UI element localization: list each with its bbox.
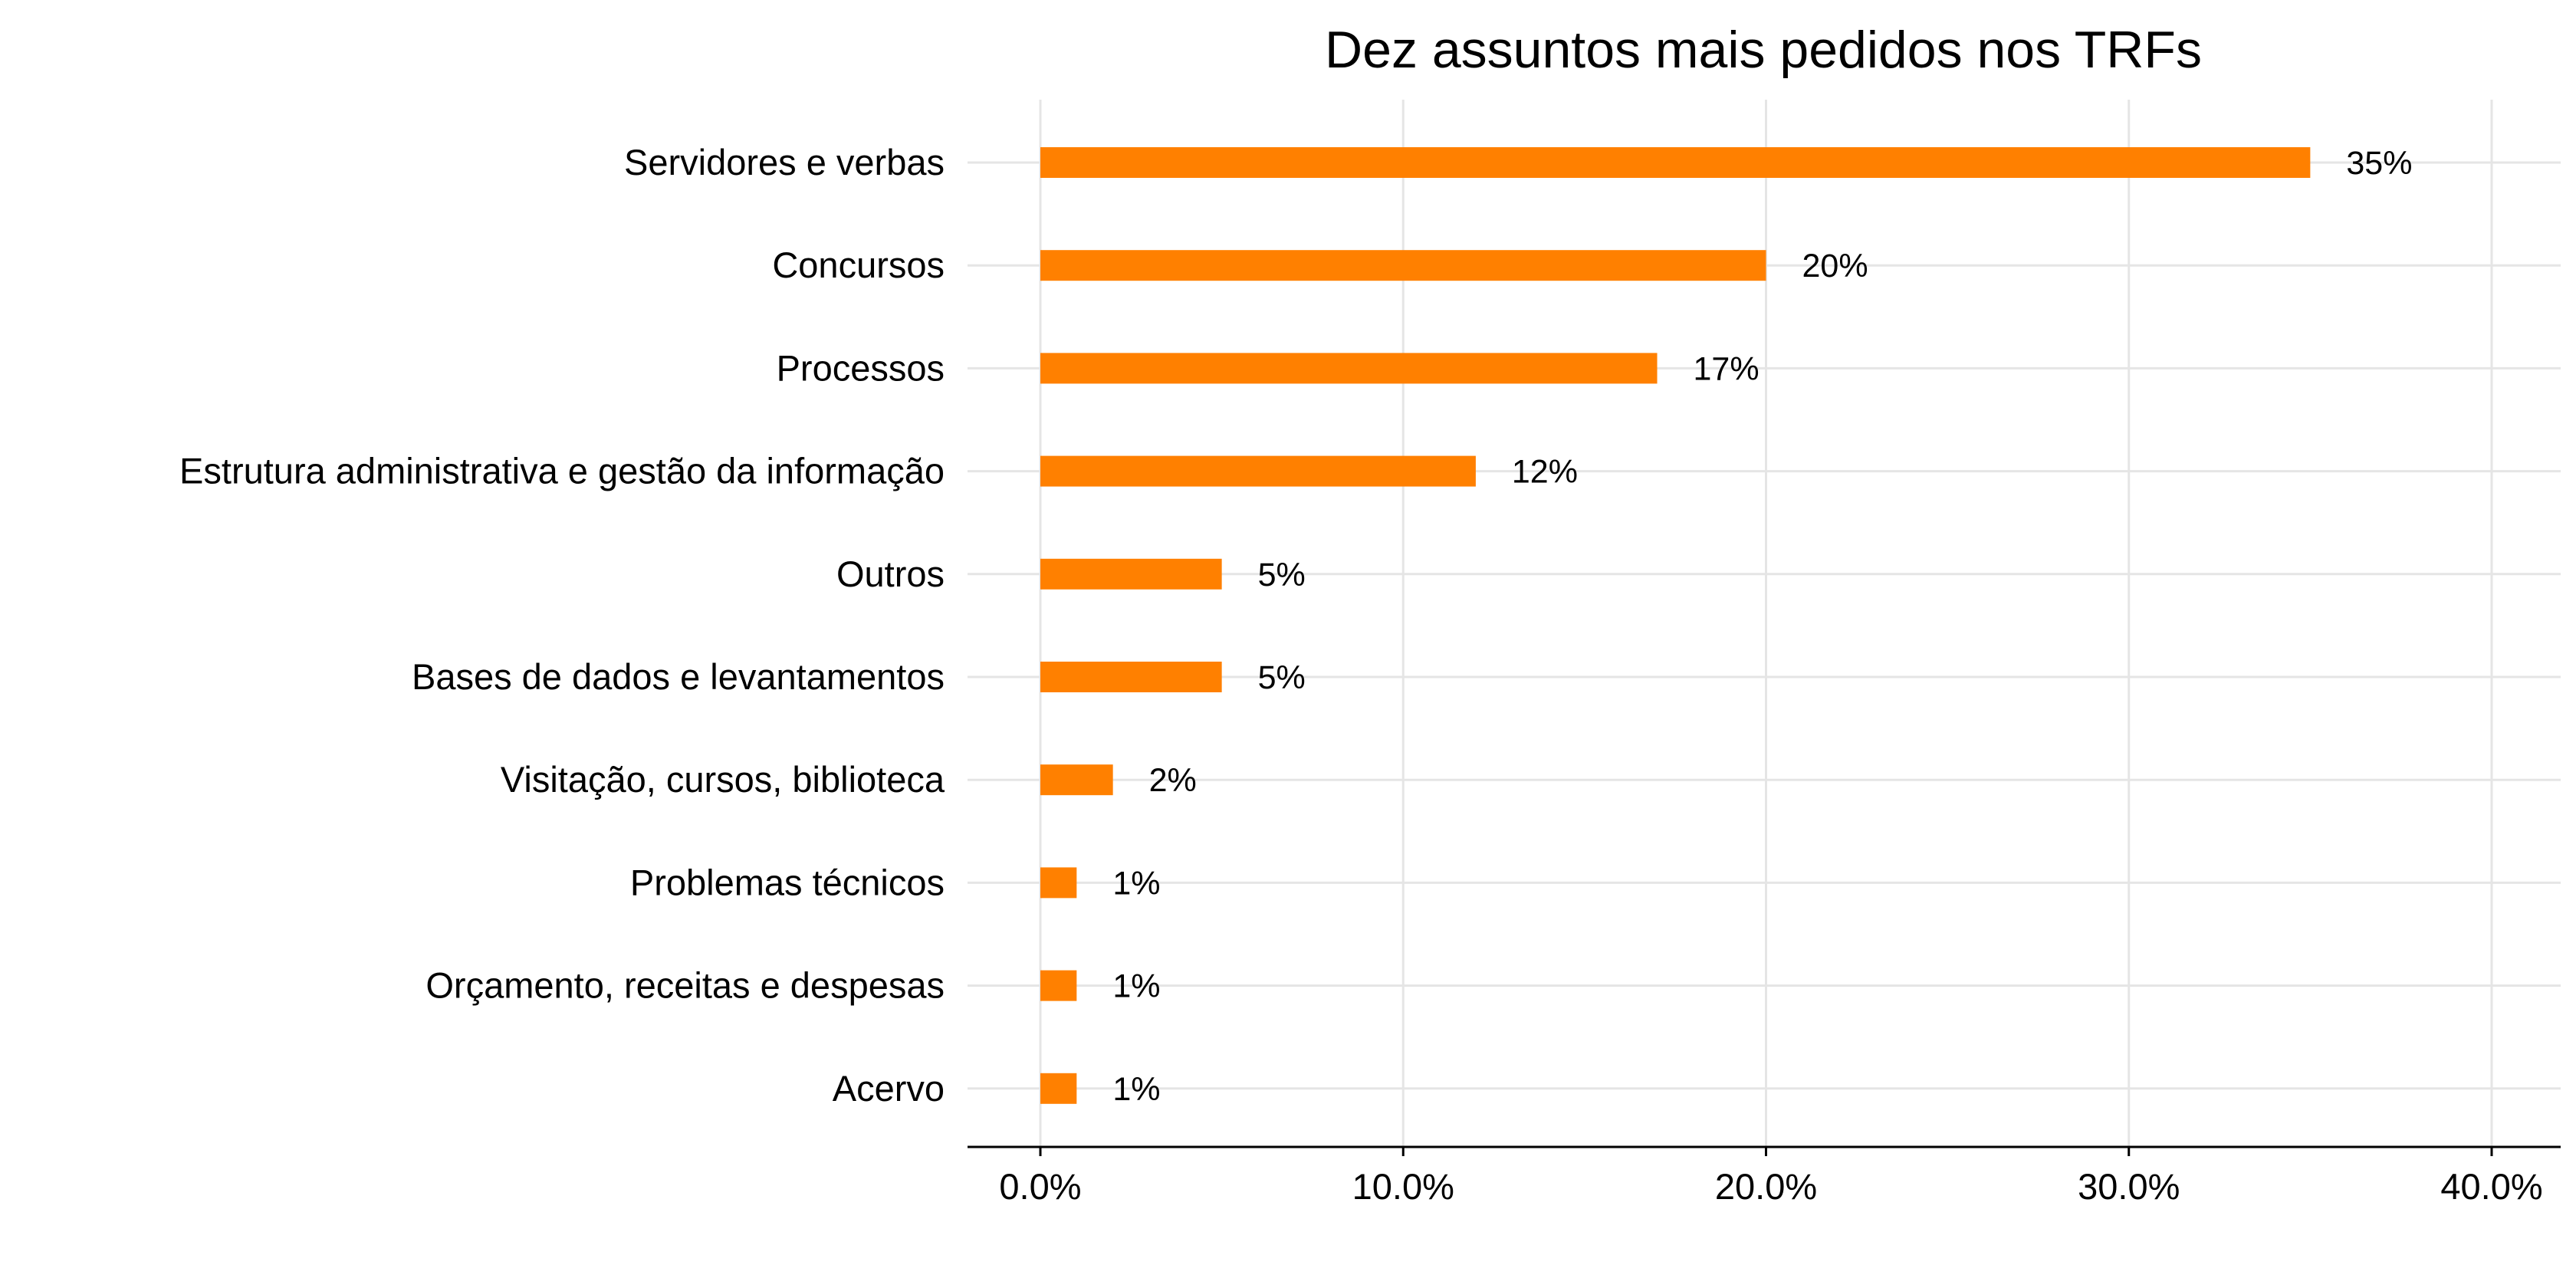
bar [1040,764,1113,796]
category-label: Orçamento, receitas e despesas [426,965,945,1006]
x-tick-label: 30.0% [2078,1166,2180,1207]
category-label: Bases de dados e levantamentos [412,656,945,697]
data-label: 5% [1258,557,1306,593]
bar [1040,1073,1077,1104]
data-label: 20% [1802,248,1868,284]
data-label: 1% [1112,968,1160,1005]
data-label: 2% [1149,762,1197,799]
x-tick-label: 10.0% [1352,1166,1454,1207]
data-labels: 35% 20% 17% 12% 5% 5% 2% 1% 1% 1% [1112,145,2412,1108]
data-label: 12% [1512,454,1578,491]
x-tick-label: 40.0% [2440,1166,2542,1207]
bar [1040,662,1222,692]
x-tick-label: 20.0% [1715,1166,1817,1207]
x-tick-label: 0.0% [999,1166,1081,1207]
bar [1040,867,1077,899]
category-labels: Servidores e verbas Concursos Processos Est… [179,142,945,1109]
bar [1040,455,1476,487]
category-label: Servidores e verbas [624,142,945,182]
bar [1040,250,1766,281]
x-axis: 0.0% 10.0% 20.0% 30.0% 40.0% [968,1145,2561,1207]
category-label: Estrutura administrativa e gestão da inf… [179,451,945,491]
category-label: Visitação, cursos, biblioteca [501,759,945,800]
category-label: Outros [836,554,945,594]
data-label: 5% [1258,659,1306,696]
category-label: Concursos [772,245,945,285]
category-label: Processos [777,347,945,388]
chart-title: Dez assuntos mais pedidos nos TRFs [1325,21,2202,79]
category-label: Problemas técnicos [630,862,945,902]
bars [1040,147,2311,1104]
category-label: Acervo [833,1068,945,1109]
data-label: 1% [1112,865,1160,902]
bar [1040,353,1658,384]
data-label: 35% [2346,145,2412,182]
bar [1040,970,1077,1001]
data-label: 17% [1694,350,1760,387]
bar [1040,147,2311,178]
data-label: 1% [1112,1071,1160,1108]
bar [1040,558,1222,590]
